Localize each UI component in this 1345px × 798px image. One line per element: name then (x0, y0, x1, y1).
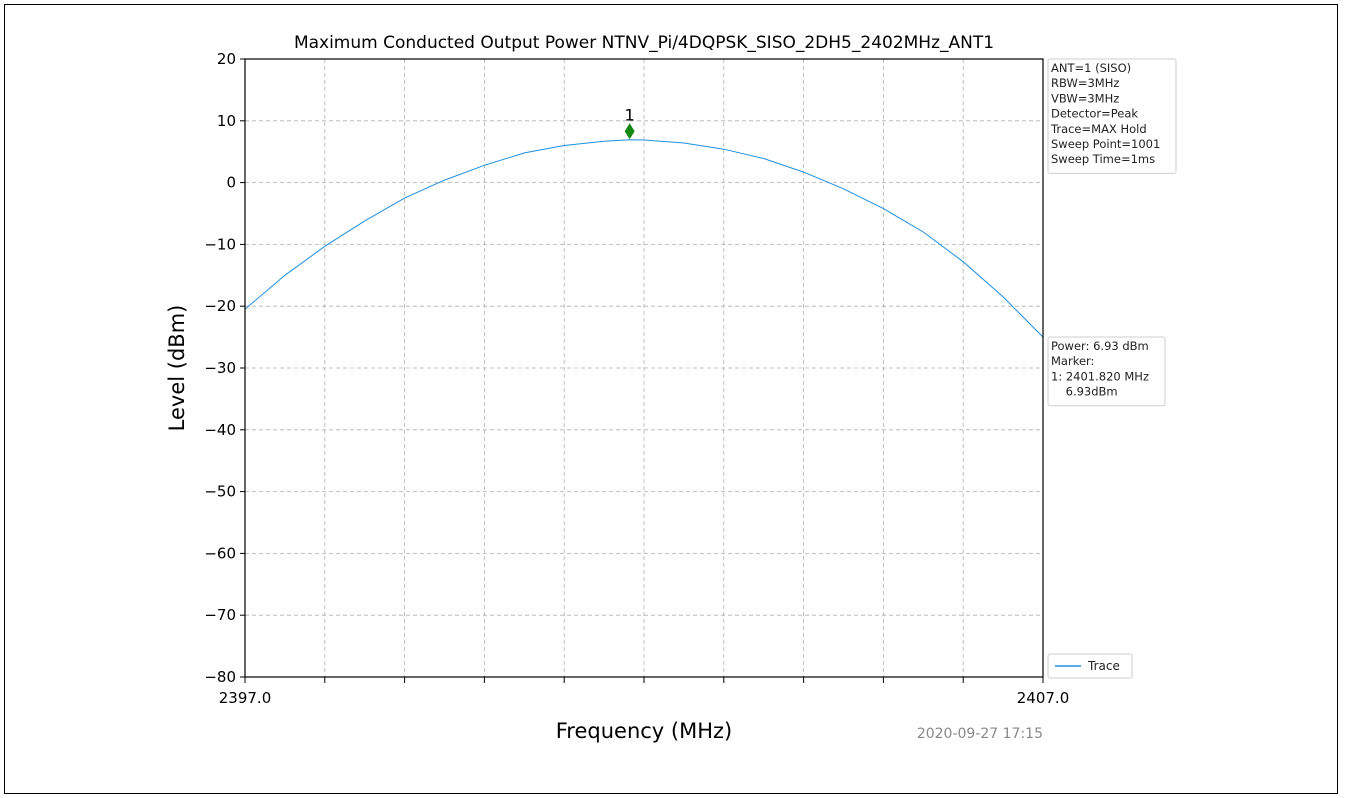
box-line: Power: 6.93 dBm (1051, 339, 1149, 353)
grid-lines (245, 59, 1043, 677)
box-line: Sweep Time=1ms (1051, 152, 1155, 166)
box-background (1047, 336, 1166, 407)
chart-title: Maximum Conducted Output Power NTNV_Pi/4… (294, 33, 994, 53)
axis-ticks: 20 10 0 −10 −20 −30 −40 −50 −60 −70 −80 2397.0 2407.… (204, 50, 1069, 707)
timestamp: 2020-09-27 17:15 (917, 726, 1043, 742)
x-tick-label: 2407.0 (1017, 689, 1070, 707)
box-line: Sweep Point=1001 (1051, 137, 1160, 151)
x-axis-label: Frequency (MHz) (556, 719, 732, 743)
trace-layer: 1 (244, 105, 1044, 338)
box-background (1047, 58, 1177, 174)
trace-line (244, 139, 1044, 338)
y-tick-label: 10 (217, 112, 236, 130)
y-tick-label: −40 (204, 421, 236, 439)
figure-frame (4, 4, 1338, 794)
y-tick-label: −80 (204, 668, 236, 686)
y-axis-label: Level (dBm) (165, 305, 189, 432)
y-tick-label: −20 (204, 297, 236, 315)
box-line: 1: 2401.820 MHz (1051, 369, 1149, 383)
y-tick-label: −70 (204, 606, 236, 624)
y-tick-label: −30 (204, 359, 236, 377)
y-tick-label: −60 (204, 544, 236, 562)
box-line: Marker: (1051, 354, 1094, 368)
x-tick-label: 2397.0 (219, 689, 272, 707)
plot-area-frame (244, 58, 1044, 678)
y-tick-label: −10 (204, 235, 236, 253)
box-line: 6.93dBm (1051, 385, 1118, 399)
legend-box (1047, 653, 1133, 679)
y-tick-label: 20 (217, 50, 236, 68)
box-line: ANT=1 (SISO) (1051, 61, 1131, 75)
box-line: Detector=Peak (1051, 107, 1138, 121)
marker-label: 1 (625, 105, 635, 124)
legend-entry: Trace (1087, 659, 1120, 673)
y-tick-label: 0 (226, 174, 236, 192)
box-line: RBW=3MHz (1051, 76, 1119, 90)
legend: Trace (1047, 653, 1133, 679)
box-line: Trace=MAX Hold (1050, 122, 1147, 136)
marker-diamond (624, 123, 635, 140)
box-line: VBW=3MHz (1051, 91, 1119, 105)
y-tick-label: −50 (204, 483, 236, 501)
